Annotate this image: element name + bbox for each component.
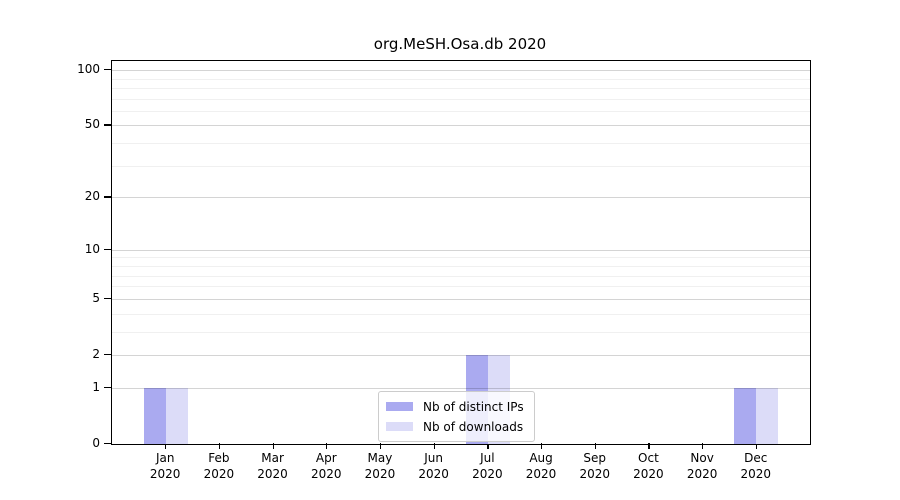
y-tick-mark-20 [104,196,111,198]
x-tick-label-jun: Jun 2020 [418,451,449,481]
minor-gridline-8 [112,265,810,267]
legend-label: Nb of downloads [423,419,524,434]
major-gridline-100 [112,70,810,72]
y-tick-label-5: 5 [92,290,100,305]
major-gridline-20 [112,197,810,199]
y-tick-label-2: 2 [92,346,100,361]
x-tick-label-apr: Apr 2020 [310,451,342,481]
major-gridline-1 [112,387,810,389]
x-tick-label-feb: Feb 2020 [203,451,235,481]
x-tick-label-jul: Jul 2020 [472,451,503,481]
x-tick-mark-oct [648,443,650,449]
y-tick-mark-10 [104,248,111,250]
legend-swatch-icon [386,402,413,411]
x-tick-mark-jul [487,443,489,449]
bar-nb-of-downloads-dec [756,387,779,444]
minor-gridline-7 [112,275,810,277]
legend-label: Nb of distinct IPs [423,399,524,414]
y-tick-label-100: 100 [77,62,100,77]
minor-gridline-70 [112,98,810,100]
bar-nb-of-distinct-ips-dec [734,387,757,444]
bar-nb-of-distinct-ips-jan [143,387,166,444]
major-gridline-50 [112,125,810,127]
minor-gridline-4 [112,313,810,315]
major-gridline-10 [112,249,810,251]
y-tick-mark-5 [104,297,111,300]
x-tick-mark-feb [218,443,221,449]
y-tick-label-20: 20 [84,189,100,204]
minor-gridline-90 [112,78,810,80]
bar-nb-of-downloads-jan [165,387,188,444]
y-tick-label-50: 50 [84,117,100,132]
major-gridline-5 [112,298,810,300]
x-tick-mark-jan [165,443,167,449]
legend-item-nb-of-downloads: Nb of downloads [386,418,524,435]
x-tick-label-may: May 2020 [364,451,396,481]
x-tick-label-nov: Nov 2020 [686,451,718,481]
x-tick-mark-jun [433,443,435,449]
y-tick-mark-1 [104,386,111,389]
chart-title: org.MeSH.Osa.db 2020 [373,35,547,53]
y-tick-mark-50 [104,124,111,126]
y-tick-mark-2 [104,353,111,356]
x-tick-mark-nov [702,443,704,449]
legend-item-nb-of-distinct-ips: Nb of distinct IPs [386,398,524,415]
minor-gridline-30 [112,165,810,167]
x-tick-mark-apr [326,443,328,449]
minor-gridline-9 [112,257,810,259]
x-tick-label-mar: Mar 2020 [257,451,288,481]
major-gridline-2 [112,354,810,356]
minor-gridline-60 [112,110,810,112]
minor-gridline-40 [112,143,810,145]
x-tick-mark-aug [541,443,543,449]
y-tick-label-1: 1 [92,379,100,394]
legend-swatch-icon [386,422,413,431]
y-tick-mark-100 [104,69,111,71]
y-tick-mark-0 [104,443,111,445]
minor-gridline-3 [112,331,810,333]
x-tick-mark-sep [594,443,596,449]
x-tick-mark-may [379,443,382,449]
minor-gridline-6 [112,286,810,288]
y-tick-label-10: 10 [84,241,100,256]
legend: Nb of distinct IPs Nb of downloads [378,391,535,442]
x-tick-label-sep: Sep 2020 [579,451,610,481]
x-tick-mark-mar [272,443,274,449]
minor-gridline-80 [112,87,810,89]
x-tick-label-oct: Oct 2020 [633,451,664,481]
plot-area: Nb of distinct IPs Nb of downloads [111,60,811,445]
x-tick-label-dec: Dec 2020 [740,451,772,481]
x-tick-label-aug: Aug 2020 [525,451,557,481]
y-tick-label-0: 0 [92,436,100,450]
x-tick-label-jan: Jan 2020 [149,451,181,481]
x-tick-mark-dec [755,443,757,449]
